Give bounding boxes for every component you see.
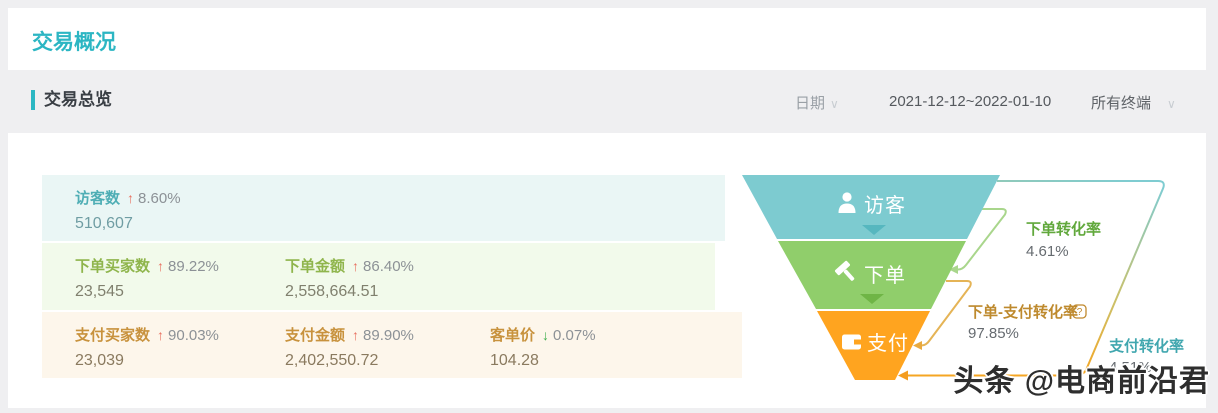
- metric-row-payment: 支付买家数 ↑ 90.03% 23,039 支付金额 ↑ 89.90% 2,402,55…: [42, 312, 742, 378]
- order-conversion-label: 下单转化率: [1026, 220, 1101, 238]
- watermark: 头条 @电商前沿君: [953, 365, 1210, 398]
- chevron-down-icon: ∨: [1167, 97, 1176, 111]
- trend-up-icon: ↑: [352, 327, 360, 343]
- metric-value: 2,558,664.51: [285, 283, 379, 300]
- wallet-icon: [842, 334, 861, 350]
- section-title: 交易总览: [31, 90, 112, 110]
- arrow-left-icon: [949, 265, 958, 274]
- terminal-filter-label: 所有终端: [1091, 95, 1152, 112]
- trend-up-icon: ↑: [352, 258, 360, 274]
- funnel-stage-label: 支付: [867, 332, 909, 355]
- order-pay-conversion-label: 下单-支付转化率: [968, 303, 1078, 321]
- metric-row-order: 下单买家数 ↑ 89.22% 23,545 下单金额 ↑ 86.40% 2,558,66…: [42, 243, 715, 310]
- funnel-stage-label: 下单: [864, 264, 906, 287]
- metric-label: 下单金额: [285, 258, 346, 275]
- date-filter-label: 日期: [795, 95, 826, 112]
- user-icon: [838, 192, 856, 213]
- trend-up-icon: ↑: [157, 258, 165, 274]
- metric-label: 下单买家数: [75, 258, 151, 275]
- arrow-left-icon: [898, 370, 908, 381]
- metric-value: 510,607: [75, 215, 133, 232]
- arrow-left-icon: [913, 341, 922, 350]
- chevron-down-icon: [862, 225, 886, 235]
- page-header: 交易概况: [8, 8, 1206, 70]
- gavel-icon: [834, 260, 855, 281]
- pay-conversion-value: 4.51%: [1109, 359, 1152, 376]
- metric-change: 90.03%: [168, 327, 219, 344]
- metric-visitor-count: 访客数 ↑ 8.60% 510,607: [75, 188, 280, 233]
- pay-conversion-label: 支付转化率: [1108, 337, 1184, 355]
- metric-label: 访客数: [75, 190, 121, 207]
- metric-order-amount: 下单金额 ↑ 86.40% 2,558,664.51: [285, 256, 490, 301]
- metric-avg-order-value: 客单价 ↓ 0.07% 104.28: [490, 325, 695, 370]
- metric-change: 8.60%: [138, 190, 181, 207]
- transaction-overview-panel: 访客数 ↑ 8.60% 510,607 下单买家数 ↑ 89.22% 23,545 下单…: [8, 133, 1206, 408]
- metric-change: 89.22%: [168, 258, 219, 275]
- order-conversion-value: 4.61%: [1026, 243, 1069, 260]
- metric-label: 客单价: [490, 327, 536, 344]
- funnel-stage-order: [778, 241, 966, 309]
- chevron-down-icon: [860, 294, 884, 304]
- funnel-stage-visitor: [742, 175, 1000, 239]
- chevron-down-icon: ∨: [830, 97, 839, 111]
- visitor-to-pay-conversion-line: [906, 180, 1165, 377]
- metric-label: 支付金额: [285, 327, 346, 344]
- metric-label: 支付买家数: [75, 327, 151, 344]
- order-to-pay-conversion-line: [920, 280, 972, 347]
- page-title: 交易概况: [32, 31, 116, 54]
- metric-change: 86.40%: [363, 258, 414, 275]
- funnel-svg: 访客 下单 支付 下单转化率 4.61% 下单-支付转化率 ? 97.85% 支…: [742, 175, 1184, 381]
- metric-pay-amount: 支付金额 ↑ 89.90% 2,402,550.72: [285, 325, 490, 370]
- help-icon[interactable]: ?: [1072, 304, 1087, 319]
- funnel-stage-label: 访客: [864, 194, 906, 217]
- date-filter-dropdown[interactable]: 日期 ∨: [795, 92, 839, 113]
- funnel-chart: 访客 下单 支付 下单转化率 4.61% 下单-支付转化率 ? 97.85% 支…: [730, 150, 1218, 408]
- trend-up-icon: ↑: [127, 190, 135, 206]
- svg-text:?: ?: [1077, 307, 1083, 318]
- metric-pay-buyers: 支付买家数 ↑ 90.03% 23,039: [75, 325, 280, 370]
- date-range-value[interactable]: 2021-12-12~2022-01-10: [889, 93, 1052, 110]
- trend-down-icon: ↓: [542, 327, 550, 343]
- metric-order-buyers: 下单买家数 ↑ 89.22% 23,545: [75, 256, 280, 301]
- metric-value: 23,039: [75, 352, 124, 369]
- metric-value: 104.28: [490, 352, 539, 369]
- metric-change: 89.90%: [363, 327, 414, 344]
- metric-value: 23,545: [75, 283, 124, 300]
- trend-up-icon: ↑: [157, 327, 165, 343]
- metric-value: 2,402,550.72: [285, 352, 379, 369]
- terminal-filter-dropdown[interactable]: 所有终端 ∨: [1091, 92, 1176, 113]
- funnel-stage-pay: [817, 311, 930, 380]
- order-conversion-line: [956, 208, 1007, 271]
- section-header: 交易总览 日期 ∨ 2021-12-12~2022-01-10 所有终端 ∨: [8, 70, 1210, 133]
- metric-row-visitor: 访客数 ↑ 8.60% 510,607: [42, 175, 725, 241]
- metric-change: 0.07%: [553, 327, 596, 344]
- order-pay-conversion-value: 97.85%: [968, 325, 1019, 342]
